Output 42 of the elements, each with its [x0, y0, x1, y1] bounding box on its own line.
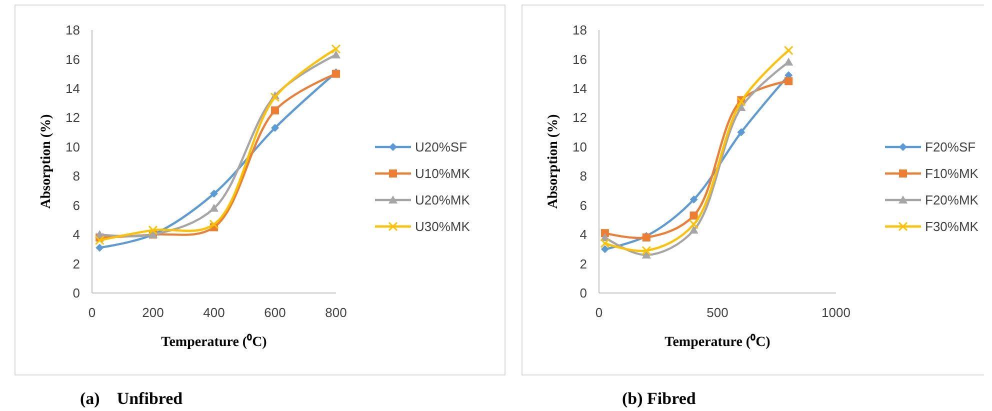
- y-axis-title: Absorption (%): [546, 114, 561, 209]
- legend-label: U20%MK: [415, 192, 470, 208]
- legend-label: U10%MK: [415, 166, 470, 182]
- y-tick-label: 10: [572, 139, 587, 154]
- legend-label: U20%SF: [415, 140, 468, 155]
- y-axis-title: Absorption (%): [39, 114, 54, 209]
- x-tick-label: 200: [142, 305, 164, 320]
- y-tick-label: 12: [66, 110, 80, 126]
- x-tick-label: 400: [203, 305, 225, 320]
- x-tick-label: 800: [325, 305, 347, 320]
- y-tick-label: 8: [72, 168, 80, 184]
- x-tick-label: 600: [264, 305, 286, 320]
- y-tick-label: 18: [66, 22, 80, 38]
- y-tick-label: 6: [72, 198, 80, 213]
- x-tick-label: 500: [706, 305, 728, 320]
- text: (b) Fibred: [622, 389, 696, 408]
- y-tick-label: 12: [572, 110, 587, 126]
- y-tick-label: 14: [572, 80, 587, 96]
- legend-label: U30%MK: [415, 219, 470, 234]
- legend-label: F10%MK: [925, 166, 979, 182]
- y-tick-label: 4: [72, 227, 80, 242]
- x-tick-label: 1000: [822, 305, 850, 320]
- y-tick-label: 14: [66, 80, 80, 96]
- y-tick-label: 16: [66, 52, 80, 67]
- text: (a) Unfibred: [80, 389, 184, 408]
- x-axis-title: Temperature (⁰C): [664, 333, 771, 350]
- y-tick-label: 0: [580, 286, 587, 301]
- x-tick-label: 0: [88, 305, 96, 320]
- legend-label: F30%MK: [925, 219, 979, 234]
- y-tick-label: 4: [580, 227, 587, 242]
- y-tick-label: 6: [580, 198, 587, 213]
- x-tick-label: 0: [595, 305, 603, 320]
- y-tick-label: 2: [580, 256, 587, 272]
- y-tick-label: 18: [572, 22, 587, 38]
- y-tick-label: 0: [72, 286, 80, 301]
- y-tick-label: 10: [66, 139, 80, 154]
- y-tick-label: 8: [580, 168, 587, 184]
- legend-label: F20%SF: [925, 140, 976, 155]
- y-tick-label: 2: [72, 256, 80, 272]
- x-axis-title: Temperature (⁰C): [161, 333, 268, 350]
- y-tick-label: 16: [572, 52, 587, 67]
- legend-label: F20%MK: [925, 192, 979, 208]
